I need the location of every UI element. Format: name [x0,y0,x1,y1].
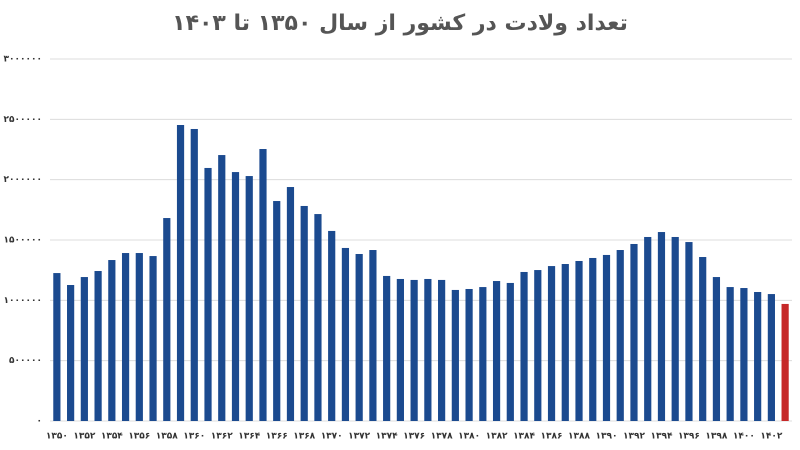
bar [547,266,556,421]
y-tick-label: ۱۵۰۰۰۰۰ [4,236,42,246]
bar [424,278,432,421]
bar [520,271,528,421]
bar [300,205,308,421]
x-tick-label: ۱۳۹۶ [678,432,700,442]
y-tick-label: ۱۰۰۰۰۰۰ [4,296,42,306]
bar [231,172,240,421]
y-tick-label: ۲۵۰۰۰۰۰ [4,115,42,125]
x-tick-label: ۱۳۹۴ [650,432,672,442]
x-tick-label: ۱۳۹۰ [596,432,618,442]
bar [685,242,693,421]
bar [328,230,336,421]
x-tick-label: ۱۴۰۰ [733,432,755,442]
bar [176,125,185,421]
bar [341,247,350,421]
bar [67,285,75,421]
x-tick-label: ۱۳۵۶ [128,432,150,442]
x-tick-label: ۱۳۶۲ [211,432,233,442]
x-tick-label: ۱۳۷۴ [376,432,398,442]
x-tick-label: ۱۳۷۲ [348,432,370,442]
x-tick-label: ۱۳۵۸ [156,432,178,442]
y-tick-label: ۳۰۰۰۰۰۰ [4,55,42,65]
x-tick-label: ۱۳۵۲ [73,432,95,442]
bar [492,281,501,421]
bar [657,232,666,421]
bar [699,257,707,421]
bar [438,279,446,421]
bar [616,250,624,421]
bar [410,279,418,421]
bar [479,287,487,421]
bar [383,275,391,421]
bar [561,264,569,421]
bar [712,277,721,421]
x-tick-label: ۱۳۹۲ [623,432,645,442]
x-tick-label: ۱۳۹۸ [705,432,727,442]
bar [273,201,281,421]
x-tick-label: ۱۳۶۸ [293,432,315,442]
bar [781,303,789,421]
bar [740,288,748,421]
x-tick-label: ۱۳۸۶ [541,432,563,442]
bar [451,289,459,421]
bar [767,294,775,421]
x-tick-label: ۱۳۸۰ [458,432,480,442]
bar [190,128,198,421]
chart-title: تعداد ولادت در کشور از سال ۱۳۵۰ تا ۱۴۰۳ [172,11,628,36]
bar [94,271,102,421]
x-tick-label: ۱۳۶۰ [183,432,205,442]
y-tick-label: ۰ [37,417,43,427]
bar [369,250,377,421]
x-tick-label: ۱۳۷۸ [431,432,453,442]
bar [149,256,157,421]
bar [218,155,226,421]
x-tick-label: ۱۳۶۶ [266,432,288,442]
x-tick-label: ۱۴۰۲ [760,432,782,442]
x-tick-label: ۱۳۸۸ [568,432,590,442]
bar [135,253,143,421]
x-tick-label: ۱۳۵۰ [46,432,68,442]
x-tick-label: ۱۳۶۴ [238,432,260,442]
y-tick-label: ۲۰۰۰۰۰۰ [4,175,42,185]
bar [53,273,61,421]
bar [286,187,295,421]
bar [121,253,130,421]
x-tick-label: ۱۳۷۶ [403,432,425,442]
bar [204,167,212,421]
bar [465,288,473,421]
bar [80,277,88,421]
x-tick-label: ۱۳۷۰ [321,432,343,442]
bar [534,270,542,421]
bar [506,282,514,421]
bar [644,236,652,421]
bar [108,260,116,421]
bar [671,236,679,421]
x-tick-label: ۱۳۸۲ [486,432,508,442]
bar [396,278,404,421]
y-tick-label: ۵۰۰۰۰۰ [9,356,42,366]
bar [259,149,267,421]
bar [314,214,322,421]
bar [575,260,583,421]
bar [602,254,611,421]
bar [754,292,762,421]
bar [245,176,253,421]
bar [355,253,363,421]
bar [589,257,597,421]
x-tick-label: ۱۳۵۴ [101,432,123,442]
x-tick-label: ۱۳۸۴ [513,432,535,442]
bar [630,243,638,421]
bar [163,218,171,421]
bar [726,287,734,421]
